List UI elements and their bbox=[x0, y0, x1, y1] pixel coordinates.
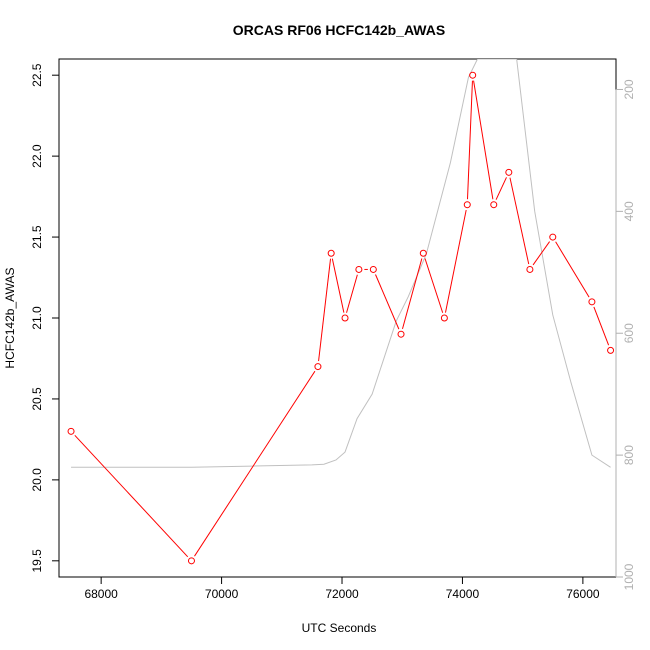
y-tick-label: 22.0 bbox=[30, 144, 44, 168]
x-axis-label: UTC Seconds bbox=[302, 621, 377, 635]
y-tick-label: 21.0 bbox=[30, 306, 44, 330]
y-tick-label: 19.5 bbox=[30, 549, 44, 573]
chart-title: ORCAS RF06 HCFC142b_AWAS bbox=[233, 22, 445, 38]
y2-tick-label: 400 bbox=[622, 201, 636, 221]
series-segment bbox=[318, 258, 332, 362]
series-left bbox=[67, 71, 615, 565]
series-right bbox=[71, 59, 611, 468]
x-tick-label: 70000 bbox=[205, 587, 239, 601]
y-tick-label: 22.5 bbox=[30, 63, 44, 87]
y2-tick-label: 1000 bbox=[622, 563, 636, 590]
series-segment bbox=[495, 177, 507, 200]
data-point bbox=[526, 265, 534, 273]
series-line bbox=[71, 59, 611, 468]
data-point bbox=[549, 233, 557, 241]
data-point bbox=[314, 363, 322, 371]
data-point bbox=[419, 249, 427, 257]
y-tick-label: 21.5 bbox=[30, 225, 44, 249]
data-point bbox=[327, 249, 335, 257]
y-axis: 19.5 20.0 20.5 21.0 21.5 22.0 22.5 bbox=[30, 63, 59, 572]
y-tick-label: 20.0 bbox=[30, 468, 44, 492]
data-point bbox=[355, 265, 363, 273]
series-layer bbox=[67, 59, 615, 565]
data-point bbox=[369, 265, 377, 273]
series-segment bbox=[424, 258, 444, 313]
series-segment bbox=[74, 434, 189, 558]
data-point bbox=[505, 168, 513, 176]
series-segment bbox=[402, 258, 423, 330]
y2-tick-label: 800 bbox=[622, 445, 636, 465]
series-segment bbox=[555, 241, 590, 298]
data-point bbox=[469, 71, 477, 79]
series-segment bbox=[346, 274, 358, 313]
series-segment bbox=[194, 370, 316, 557]
plot-frame bbox=[58, 58, 617, 578]
data-point bbox=[607, 346, 615, 354]
data-point bbox=[463, 201, 471, 209]
data-point bbox=[67, 427, 75, 435]
y2-axis: 200 400 600 800 1000 bbox=[615, 79, 636, 590]
series-segment bbox=[532, 241, 551, 266]
x-tick-label: 68000 bbox=[84, 587, 118, 601]
y-tick-label: 20.5 bbox=[30, 387, 44, 411]
x-tick-label: 76000 bbox=[566, 587, 600, 601]
y2-tick-label: 600 bbox=[622, 323, 636, 343]
series-segment bbox=[473, 80, 494, 200]
data-point bbox=[490, 201, 498, 209]
y-axis-label: HCFC142b_AWAS bbox=[3, 267, 17, 368]
series-segment bbox=[509, 177, 530, 265]
data-point bbox=[341, 314, 349, 322]
series-segment bbox=[466, 80, 473, 200]
series-segment bbox=[375, 274, 400, 330]
data-point bbox=[397, 330, 405, 338]
data-point bbox=[187, 557, 195, 565]
x-tick-label: 72000 bbox=[325, 587, 359, 601]
series-segment bbox=[444, 209, 467, 313]
data-point bbox=[588, 298, 596, 306]
series-segment bbox=[331, 258, 345, 313]
series-segment bbox=[593, 306, 610, 346]
data-point bbox=[440, 314, 448, 322]
x-axis: 68000 70000 72000 74000 76000 bbox=[84, 577, 600, 601]
x-tick-label: 74000 bbox=[446, 587, 480, 601]
y2-tick-label: 200 bbox=[622, 79, 636, 99]
